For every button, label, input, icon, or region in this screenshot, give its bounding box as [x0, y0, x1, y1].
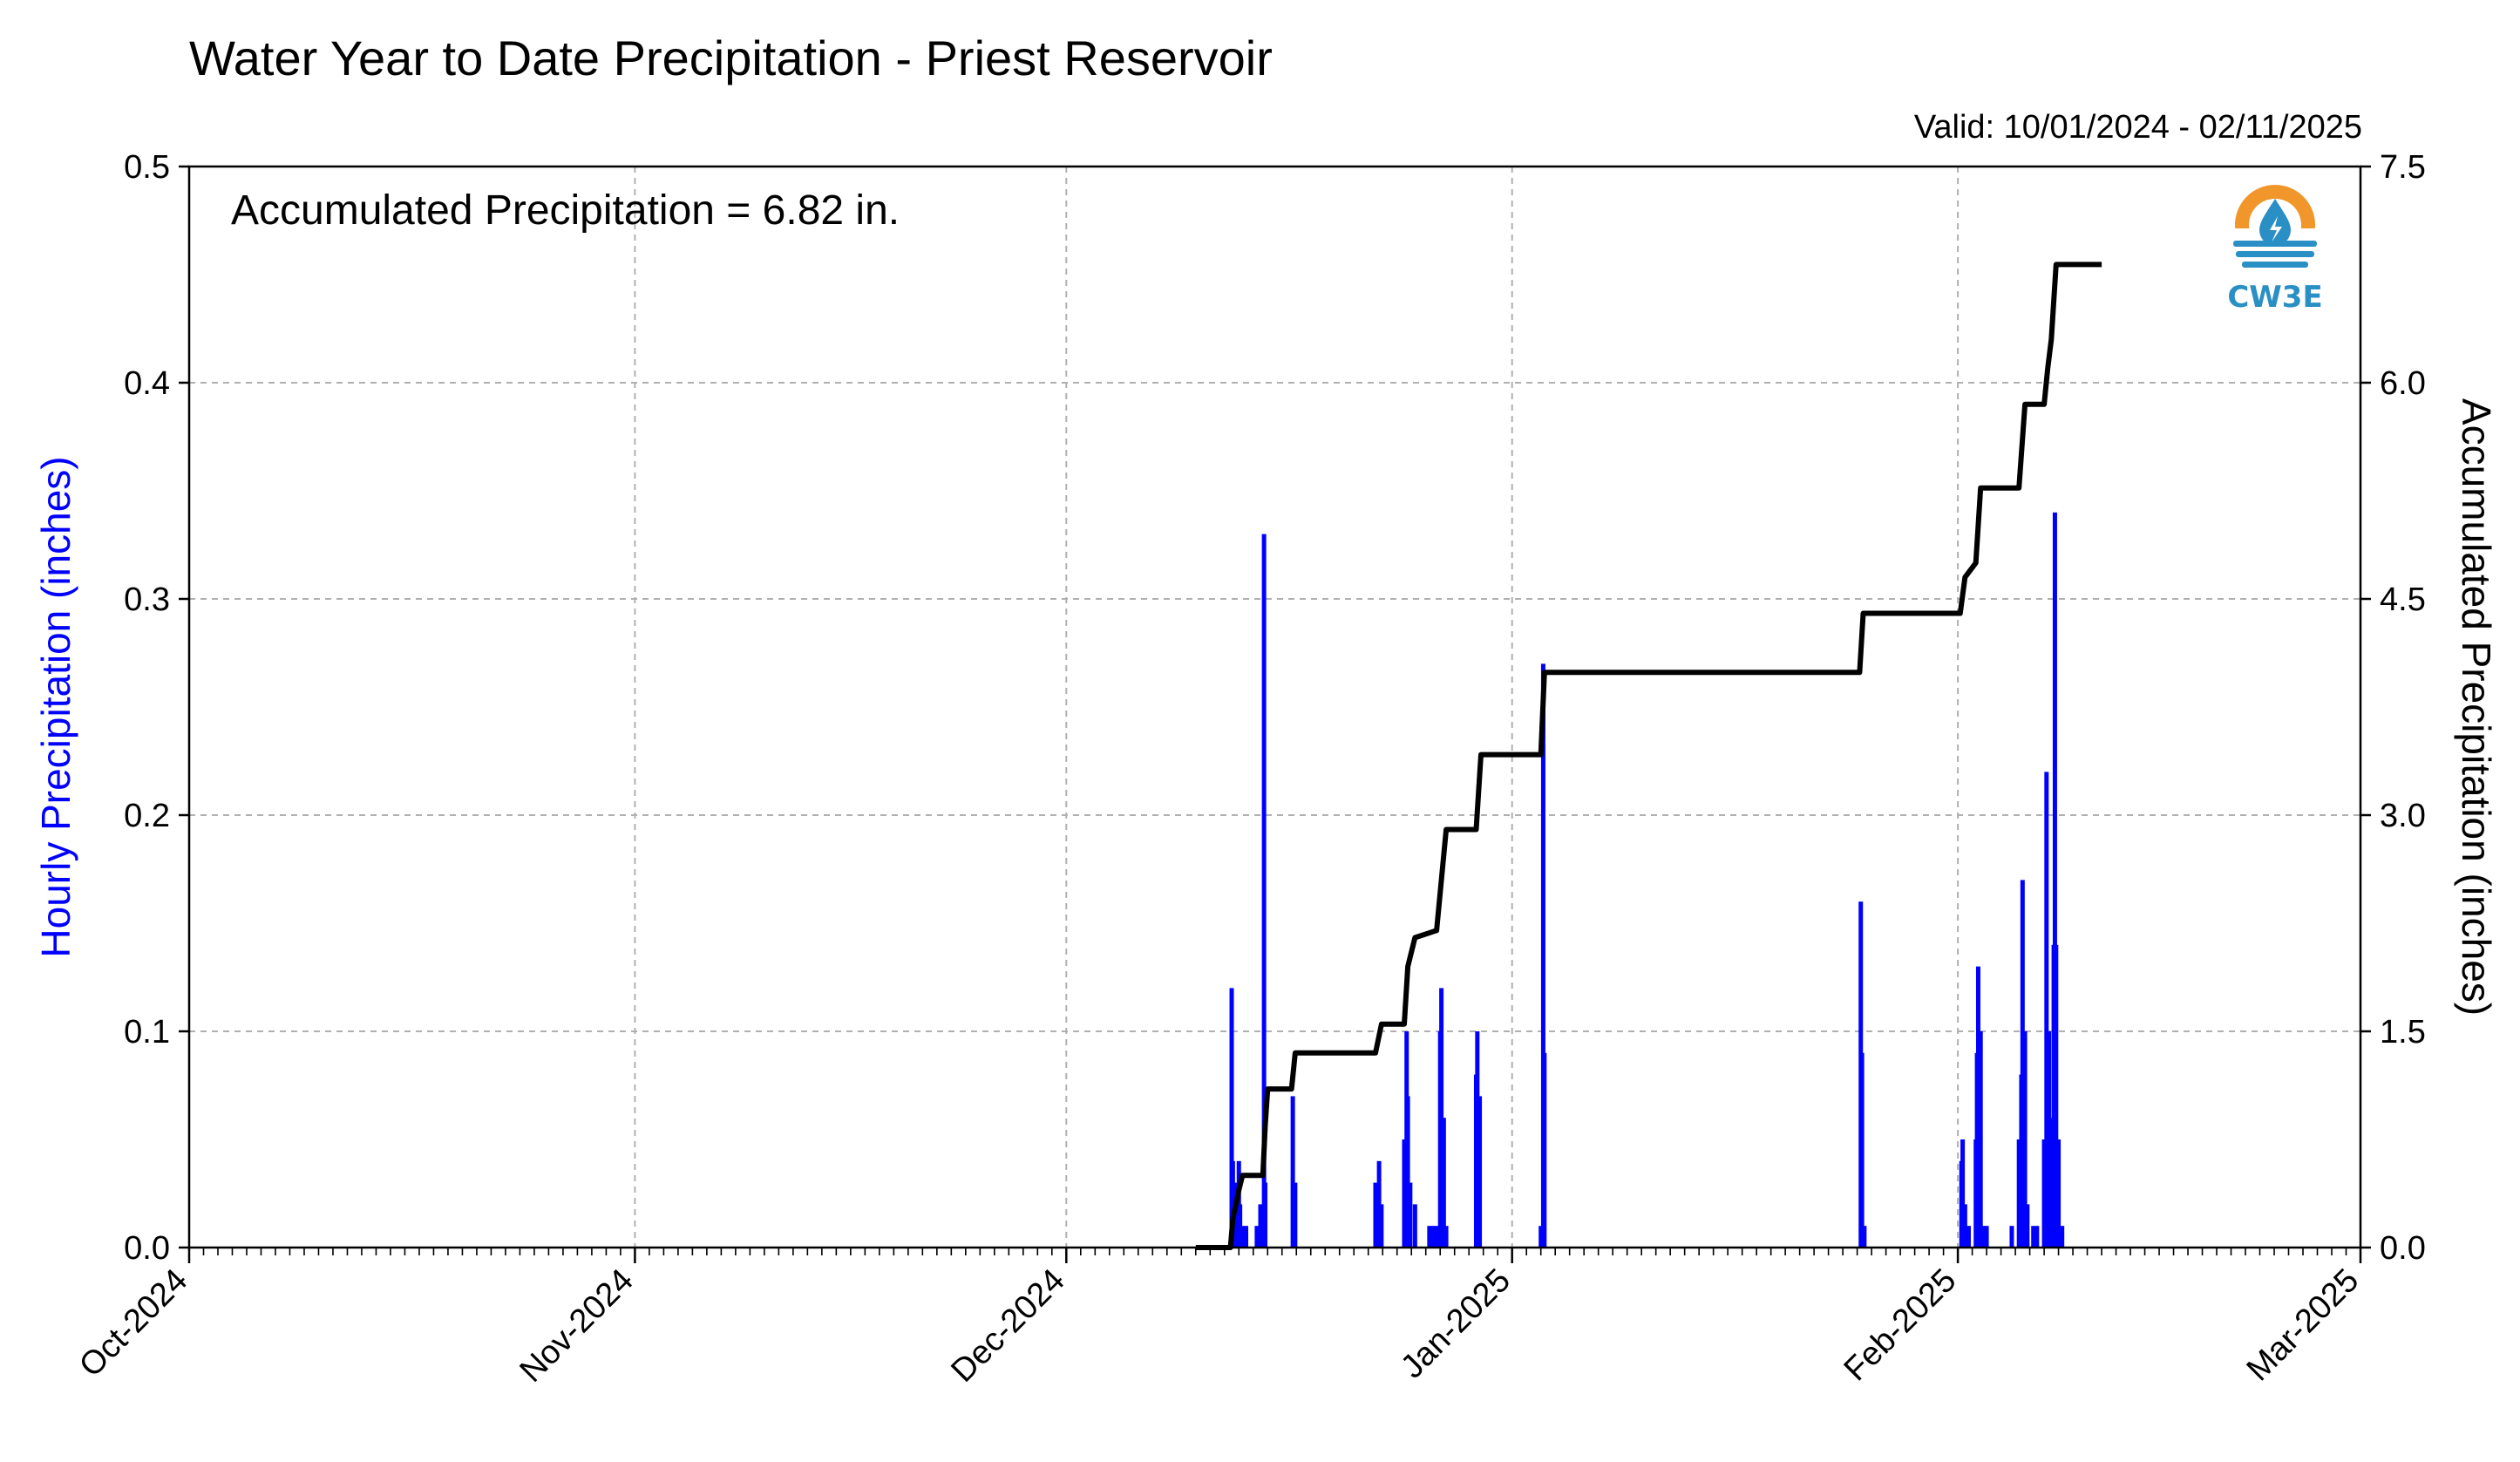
- y-left-tick-label: 0.2: [124, 798, 170, 834]
- hourly-bar: [1477, 1096, 1483, 1248]
- x-tick-label: Dec-2024: [944, 1262, 1071, 1390]
- y-left-tick-label: 0.4: [124, 365, 170, 402]
- hourly-bar: [1261, 534, 1267, 1248]
- accumulated-line-layer: [1195, 262, 2102, 1250]
- axis-ticks: 0.0 0.1 0.2 0.3 0.4 0.5 0.0 1.5 3.0 4.5 6.0 7.5 Oct-…: [72, 149, 2426, 1390]
- hourly-bar: [2020, 880, 2025, 1248]
- hourly-bar: [1441, 1118, 1446, 1248]
- y-left-tick-label: 0.1: [124, 1014, 170, 1051]
- hourly-bar: [1978, 1031, 1983, 1248]
- hourly-bar: [2016, 1139, 2021, 1248]
- x-tick-label: Feb-2025: [1837, 1262, 1964, 1389]
- hourly-bar: [1862, 1226, 1867, 1248]
- hourly-bar: [1254, 1226, 1260, 1248]
- hourly-bar: [1975, 966, 1980, 1248]
- hourly-bar: [1960, 1139, 1966, 1248]
- hourly-bar: [1229, 988, 1234, 1248]
- hourly-bar: [2041, 1139, 2047, 1248]
- hourly-bar: [2056, 1139, 2062, 1248]
- hourly-bar: [2048, 1118, 2054, 1248]
- chart-title: Water Year to Date Precipitation - Pries…: [189, 31, 1273, 85]
- hourly-bar: [1980, 1226, 1986, 1248]
- hourly-bar: [1542, 1052, 1547, 1248]
- grid-lines: [189, 167, 2360, 1248]
- hourly-bar: [1379, 1204, 1384, 1248]
- hourly-bar: [1984, 1226, 1989, 1248]
- cw3e-logo: CW3E: [2227, 185, 2323, 315]
- x-tick-label: Oct-2024: [72, 1262, 194, 1384]
- y-right-tick-label: 3.0: [2380, 798, 2426, 834]
- hourly-bar: [1402, 1139, 1407, 1248]
- hourly-bar: [1538, 1226, 1544, 1248]
- hourly-bar: [1240, 1226, 1245, 1248]
- hourly-bar: [1290, 1096, 1295, 1248]
- hourly-bar: [2031, 1226, 2036, 1248]
- hourly-bar: [1258, 1204, 1263, 1248]
- hourly-bar: [1439, 988, 1444, 1248]
- hourly-bar: [1540, 663, 1545, 1248]
- hourly-bar: [2025, 1204, 2030, 1248]
- accumulated-annotation: Accumulated Precipitation = 6.82 in.: [231, 187, 900, 234]
- hourly-bar: [2052, 512, 2057, 1248]
- x-tick-label: Mar-2025: [2240, 1262, 2367, 1389]
- y-left-tick-label: 0.3: [124, 581, 170, 618]
- hourly-bar: [1238, 1204, 1243, 1248]
- hourly-bar: [2009, 1226, 2014, 1248]
- accumulated-line: [1195, 262, 2102, 1250]
- hourly-bar: [2034, 1226, 2040, 1248]
- plot-frame: [187, 165, 2362, 1249]
- hourly-bar: [1293, 1182, 1298, 1248]
- y-right-tick-label: 7.5: [2380, 149, 2426, 186]
- hourly-bar: [1427, 1226, 1432, 1248]
- y-right-tick-label: 4.5: [2380, 581, 2426, 618]
- water-drop-icon: [2233, 185, 2317, 270]
- hourly-bar: [1263, 1182, 1268, 1248]
- y-right-tick-label: 1.5: [2380, 1014, 2426, 1051]
- hourly-bar: [1373, 1182, 1378, 1248]
- y-right-tick-label: 0.0: [2380, 1230, 2426, 1267]
- hourly-bar: [1859, 1052, 1865, 1248]
- logo-text: CW3E: [2227, 280, 2322, 315]
- hourly-bar: [2044, 772, 2049, 1248]
- hourly-bar: [1230, 1160, 1235, 1248]
- hourly-bar: [1443, 1226, 1449, 1248]
- hourly-bar: [2060, 1226, 2065, 1248]
- hourly-bar: [1244, 1226, 1249, 1248]
- y-right-axis-label: Accumulated Precipitation (inches): [2454, 398, 2499, 1016]
- hourly-bar: [1408, 1182, 1413, 1248]
- y-left-tick-label: 0.0: [124, 1230, 170, 1267]
- y-left-tick-label: 0.5: [124, 149, 170, 186]
- hourly-bar: [1475, 1031, 1480, 1248]
- hourly-bar: [1966, 1226, 1971, 1248]
- hourly-bar: [2047, 1031, 2052, 1248]
- hourly-bar: [1405, 1096, 1410, 1248]
- hourly-bar: [1430, 1226, 1436, 1248]
- hourly-bar: [1412, 1204, 1417, 1248]
- hourly-bar: [2054, 944, 2059, 1248]
- x-tick-label: Nov-2024: [513, 1262, 641, 1390]
- y-right-tick-label: 6.0: [2380, 365, 2426, 402]
- hourly-bars: [1229, 512, 2065, 1248]
- valid-range: Valid: 10/01/2024 - 02/11/2025: [1914, 109, 2362, 146]
- y-left-axis-label: Hourly Precipitation (inches): [33, 456, 78, 957]
- hourly-bar: [1434, 1226, 1439, 1248]
- x-tick-label: Jan-2025: [1394, 1262, 1518, 1386]
- hourly-bar: [1376, 1160, 1382, 1248]
- hourly-bar: [1962, 1204, 1967, 1248]
- hourly-bar: [2022, 1031, 2028, 1248]
